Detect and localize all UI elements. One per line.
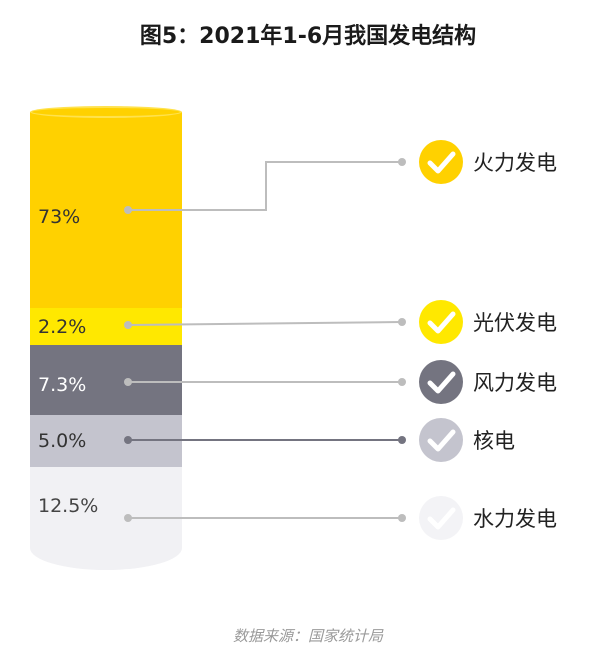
check-mark-icon bbox=[427, 429, 456, 452]
bar-segment-4 bbox=[30, 467, 182, 570]
connector-dot-end-3 bbox=[398, 436, 406, 444]
value-label-0: 73% bbox=[38, 206, 80, 228]
check-mark-icon bbox=[427, 507, 456, 530]
bar-segment-2 bbox=[30, 345, 182, 415]
connector-line-0 bbox=[128, 161, 402, 211]
connector-dot-end-4 bbox=[398, 514, 406, 522]
connector-line-1 bbox=[127, 321, 403, 326]
connector-dot-end-2 bbox=[398, 378, 406, 386]
connector-dot-end-0 bbox=[398, 158, 406, 166]
check-circle-icon bbox=[419, 496, 463, 540]
value-label-1: 2.2% bbox=[38, 316, 86, 338]
check-mark-icon bbox=[427, 371, 456, 394]
value-label-4: 12.5% bbox=[38, 495, 98, 517]
connector-dot-start-3 bbox=[124, 436, 132, 444]
check-circle-icon bbox=[419, 140, 463, 184]
category-label-1: 光伏发电 bbox=[473, 311, 557, 335]
connector-dot-start-1 bbox=[124, 321, 132, 329]
value-label-3: 5.0% bbox=[38, 430, 86, 452]
check-circle-icon bbox=[419, 360, 463, 404]
connector-dot-start-2 bbox=[124, 378, 132, 386]
category-label-0: 火力发电 bbox=[473, 151, 557, 175]
bar-segment-1 bbox=[30, 308, 182, 345]
category-label-2: 风力发电 bbox=[473, 371, 557, 395]
category-label-3: 核电 bbox=[473, 429, 515, 453]
connector-dot-start-4 bbox=[124, 514, 132, 522]
category-label-4: 水力发电 bbox=[473, 507, 557, 531]
source-note: 数据来源：国家统计局 bbox=[232, 627, 383, 645]
cylinder-top-inner bbox=[32, 108, 180, 116]
check-circle-icon bbox=[419, 418, 463, 462]
check-mark-icon bbox=[427, 311, 456, 334]
check-circle-icon bbox=[419, 300, 463, 344]
value-label-2: 7.3% bbox=[38, 374, 86, 396]
chart-title: 图5：2021年1-6月我国发电结构 bbox=[139, 24, 477, 49]
connector-dot-end-1 bbox=[398, 318, 406, 326]
check-mark-icon bbox=[427, 151, 456, 174]
connector-dot-start-0 bbox=[124, 206, 132, 214]
